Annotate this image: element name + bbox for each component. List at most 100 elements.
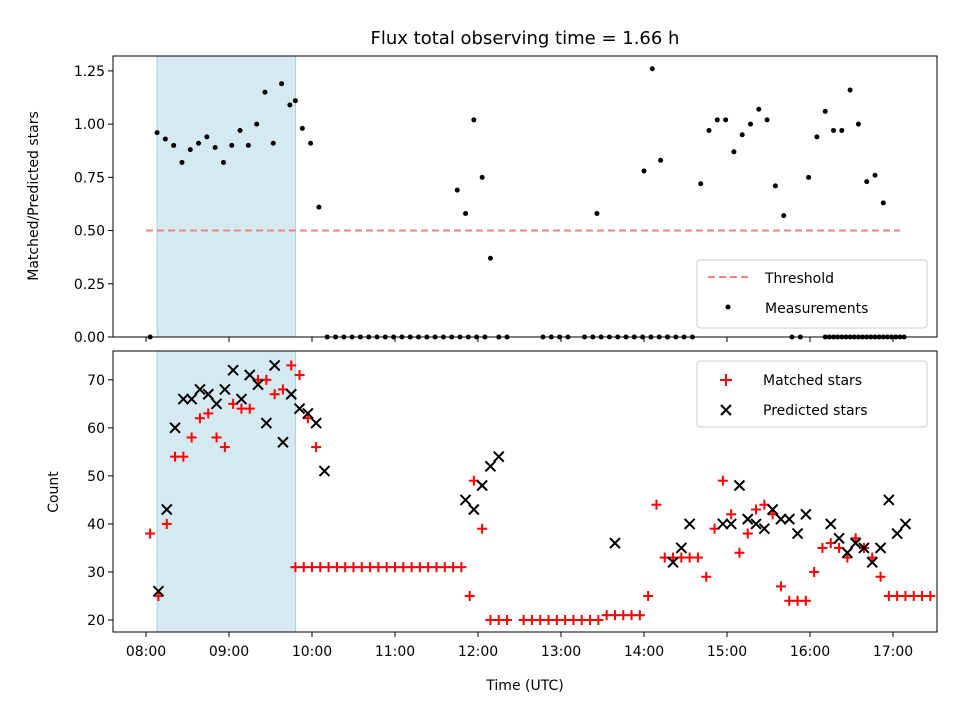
predicted-point — [177, 393, 190, 405]
bottom-axes-frame — [112, 350, 938, 633]
predicted-point-b — [177, 393, 190, 405]
matched-point — [153, 590, 164, 601]
measurement-point — [463, 211, 469, 217]
predicted-point-b — [169, 422, 181, 434]
y-tick-label: 1.25 — [74, 64, 105, 80]
measurement-point — [171, 142, 177, 148]
bottom-panel: 20 30 40 50 60 70 08:00 09:00 10:00 11:00 12:00 13… — [46, 350, 938, 694]
predicted-point — [484, 460, 497, 472]
legend-matched-label: Matched stars — [763, 373, 862, 389]
measurement-point — [299, 125, 305, 131]
measurement-point — [748, 121, 754, 127]
measurement-point — [287, 102, 293, 108]
top-shaded-region — [156, 55, 296, 338]
measurement-point — [204, 134, 210, 140]
y-tick-label: 0.50 — [74, 224, 105, 240]
y-tick-label: 0.25 — [74, 277, 105, 293]
predicted-point — [459, 494, 472, 506]
legend-matched-swatch — [720, 374, 732, 386]
measurement-point — [187, 147, 193, 153]
measurement-point — [831, 128, 837, 134]
predicted-point — [858, 542, 870, 554]
predicted-point — [169, 422, 181, 434]
predicted-point-b — [667, 556, 679, 569]
x-tick-label: 10:00 — [292, 644, 332, 660]
legend-predicted-label: Predicted stars — [763, 403, 868, 419]
matched-point — [751, 504, 762, 515]
bottom-x-ticks: 08:00 09:00 10:00 11:00 12:00 13:00 14:00 15:00… — [126, 632, 913, 660]
measurement-point — [245, 142, 251, 148]
predicted-point — [675, 542, 688, 554]
predicted-point — [268, 359, 281, 372]
predicted-point — [766, 503, 779, 516]
measurement-point — [292, 98, 298, 104]
measurement-point — [880, 200, 886, 206]
predicted-point — [302, 407, 314, 420]
x-tick-label: 14:00 — [624, 644, 664, 660]
measurement-point — [237, 128, 243, 134]
top-axes-frame — [112, 55, 938, 338]
predicted-point-b — [476, 479, 488, 492]
matched-point — [634, 610, 645, 621]
x-tick-label: 13:00 — [541, 644, 581, 660]
predicted-point-b — [310, 417, 322, 429]
matched-point — [456, 562, 467, 573]
predicted-point — [210, 398, 223, 410]
predicted-point — [293, 402, 306, 415]
matched-point — [925, 590, 936, 601]
matched-point — [464, 590, 475, 601]
top-legend: Threshold Measurements — [696, 259, 928, 329]
predicted-point-b — [459, 494, 472, 506]
predicted-point — [899, 518, 912, 530]
predicted-point-b — [733, 479, 746, 492]
measurement-point — [872, 172, 878, 178]
measurement-point — [723, 117, 729, 123]
predicted-point-b — [800, 508, 812, 521]
predicted-point — [800, 508, 812, 521]
y-tick-label: 0.75 — [74, 170, 105, 186]
legend-threshold-label: Threshold — [764, 271, 834, 287]
predicted-point-b — [252, 378, 264, 391]
bottom-legend: Matched stars Predicted stars — [696, 360, 928, 428]
matched-point — [701, 571, 712, 582]
matched-point — [161, 518, 172, 529]
matched-point — [269, 389, 280, 400]
predicted-point-b — [210, 398, 223, 410]
predicted-point-b — [152, 585, 165, 597]
matched-point — [850, 533, 861, 544]
measurement-point — [772, 183, 778, 189]
x-tick-label: 16:00 — [790, 644, 830, 660]
predicted-point — [260, 417, 273, 429]
predicted-point-b — [277, 436, 289, 448]
measurement-point — [262, 89, 268, 95]
bottom-legend-box — [696, 360, 928, 428]
predicted-point — [202, 388, 214, 400]
y-tick-label: 50 — [87, 469, 105, 485]
matched-point — [643, 590, 654, 601]
measurement-point — [714, 117, 720, 123]
predicted-point — [476, 479, 488, 492]
predicted-point — [849, 537, 862, 549]
top-legend-box — [696, 259, 928, 329]
predicted-point-b — [841, 547, 854, 559]
bottom-series-predicted — [152, 359, 912, 597]
y-tick-label: 70 — [87, 373, 105, 389]
y-tick-label: 40 — [87, 517, 105, 533]
predicted-point — [185, 393, 198, 405]
measurement-point — [739, 132, 745, 138]
predicted-point — [244, 369, 256, 381]
measurement-point — [471, 117, 477, 123]
measurement-point — [649, 66, 655, 72]
matched-point — [817, 542, 828, 553]
predicted-point-b — [717, 518, 729, 530]
predicted-point-b — [825, 518, 837, 530]
predicted-point — [833, 532, 845, 545]
bottom-shaded-region — [156, 350, 296, 633]
measurement-point — [806, 174, 812, 180]
predicted-point-b — [260, 417, 273, 429]
measurement-point — [764, 117, 770, 123]
x-tick-label: 15:00 — [707, 644, 747, 660]
predicted-point-b — [285, 388, 297, 400]
y-tick-label: 0.00 — [74, 330, 105, 346]
predicted-point — [891, 527, 903, 540]
